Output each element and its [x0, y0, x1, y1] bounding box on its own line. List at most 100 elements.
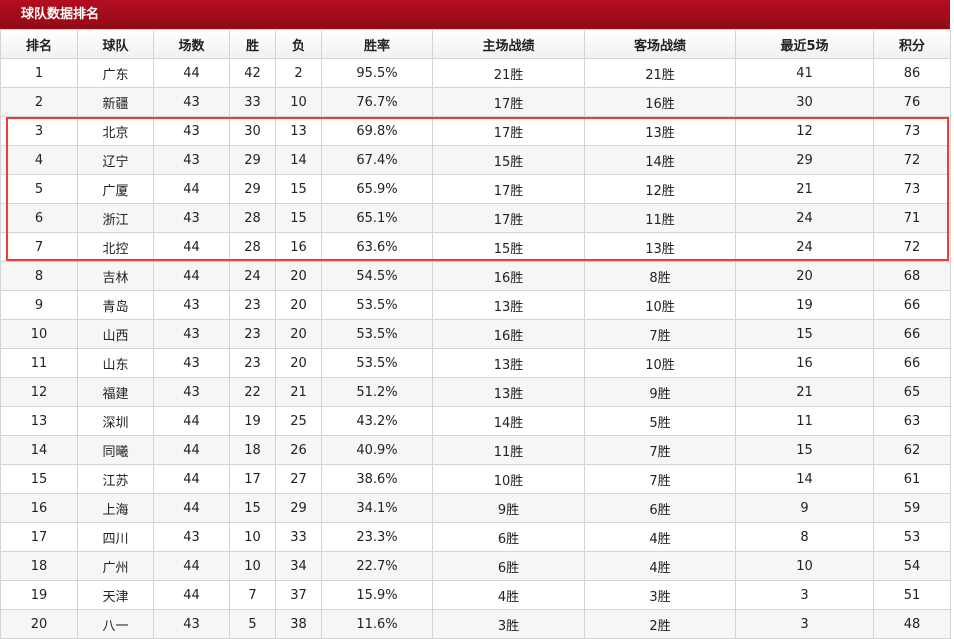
header-win-rate[interactable]: 胜率: [321, 29, 433, 59]
cell-wins: 24: [229, 261, 276, 291]
cell-win-rate: 65.1%: [321, 203, 433, 233]
cell-games: 43: [153, 290, 230, 320]
cell-losses: 15: [275, 174, 322, 204]
cell-team: 青岛: [77, 290, 154, 320]
cell-points: 68: [873, 261, 951, 291]
cell-points: 59: [873, 493, 951, 523]
cell-games: 44: [153, 580, 230, 610]
cell-away-record: 13胜: [584, 116, 736, 146]
cell-win-rate: 53.5%: [321, 290, 433, 320]
cell-losses: 16: [275, 232, 322, 262]
header-home-record[interactable]: 主场战绩: [432, 29, 585, 59]
header-rank[interactable]: 排名: [0, 29, 78, 59]
cell-losses: 25: [275, 406, 322, 436]
header-losses[interactable]: 负: [275, 29, 322, 59]
cell-home-record: 17胜: [432, 116, 585, 146]
cell-home-record: 10胜: [432, 464, 585, 494]
cell-away-record: 12胜: [584, 174, 736, 204]
team-ranking-table: 排名 球队 场数胜负胜率 主场战绩 客场战绩 最近5场 积分 1 广东 44 42 2 95.5% 21…: [0, 29, 951, 639]
cell-rank: 9: [0, 290, 78, 320]
cell-points: 63: [873, 406, 951, 436]
cell-last-5: 21: [735, 174, 874, 204]
cell-team: 福建: [77, 377, 154, 407]
cell-points: 65: [873, 377, 951, 407]
cell-points: 66: [873, 348, 951, 378]
cell-away-record: 21胜: [584, 58, 736, 88]
table-row: 14 同曦 44 18 26 40.9% 11胜 7胜 15 62: [0, 435, 951, 465]
cell-win-rate: 51.2%: [321, 377, 433, 407]
cell-home-record: 13胜: [432, 290, 585, 320]
cell-wins: 28: [229, 232, 276, 262]
cell-win-rate: 65.9%: [321, 174, 433, 204]
cell-rank: 19: [0, 580, 78, 610]
table-row: 16 上海 44 15 29 34.1% 9胜 6胜 9 59: [0, 493, 951, 523]
cell-losses: 20: [275, 348, 322, 378]
table-row: 8 吉林 44 24 20 54.5% 16胜 8胜 20 68: [0, 261, 951, 291]
header-wins[interactable]: 胜: [229, 29, 276, 59]
cell-rank: 17: [0, 522, 78, 552]
cell-wins: 29: [229, 174, 276, 204]
cell-games: 43: [153, 145, 230, 175]
cell-losses: 29: [275, 493, 322, 523]
cell-away-record: 7胜: [584, 464, 736, 494]
cell-points: 71: [873, 203, 951, 233]
cell-away-record: 16胜: [584, 87, 736, 117]
cell-home-record: 11胜: [432, 435, 585, 465]
header-points[interactable]: 积分: [873, 29, 951, 59]
cell-last-5: 15: [735, 435, 874, 465]
cell-away-record: 4胜: [584, 551, 736, 581]
header-team[interactable]: 球队: [77, 29, 154, 59]
cell-losses: 38: [275, 609, 322, 639]
header-last-5[interactable]: 最近5场: [735, 29, 874, 59]
cell-games: 44: [153, 435, 230, 465]
table-row: 9 青岛 43 23 20 53.5% 13胜 10胜 19 66: [0, 290, 951, 320]
cell-away-record: 7胜: [584, 319, 736, 349]
table-header-row: 排名 球队 场数胜负胜率 主场战绩 客场战绩 最近5场 积分: [0, 29, 951, 59]
cell-points: 72: [873, 232, 951, 262]
cell-win-rate: 95.5%: [321, 58, 433, 88]
cell-wins: 42: [229, 58, 276, 88]
cell-away-record: 13胜: [584, 232, 736, 262]
cell-home-record: 6胜: [432, 551, 585, 581]
header-games[interactable]: 场数: [153, 29, 230, 59]
table-row: 17 四川 43 10 33 23.3% 6胜 4胜 8 53: [0, 522, 951, 552]
cell-team: 八一: [77, 609, 154, 639]
cell-home-record: 17胜: [432, 174, 585, 204]
cell-games: 44: [153, 174, 230, 204]
cell-home-record: 14胜: [432, 406, 585, 436]
cell-win-rate: 34.1%: [321, 493, 433, 523]
cell-games: 43: [153, 609, 230, 639]
table-row: 20 八一 43 5 38 11.6% 3胜 2胜 3 48: [0, 609, 951, 639]
cell-losses: 34: [275, 551, 322, 581]
table-row: 5 广厦 44 29 15 65.9% 17胜 12胜 21 73: [0, 174, 951, 204]
cell-wins: 19: [229, 406, 276, 436]
cell-points: 62: [873, 435, 951, 465]
cell-team: 新疆: [77, 87, 154, 117]
cell-away-record: 5胜: [584, 406, 736, 436]
cell-games: 43: [153, 348, 230, 378]
cell-losses: 21: [275, 377, 322, 407]
cell-last-5: 20: [735, 261, 874, 291]
cell-away-record: 10胜: [584, 348, 736, 378]
cell-points: 76: [873, 87, 951, 117]
header-away-record[interactable]: 客场战绩: [584, 29, 736, 59]
cell-rank: 14: [0, 435, 78, 465]
cell-team: 广厦: [77, 174, 154, 204]
cell-team: 广州: [77, 551, 154, 581]
cell-wins: 10: [229, 522, 276, 552]
cell-home-record: 16胜: [432, 261, 585, 291]
panel-title: 球队数据排名: [0, 0, 950, 29]
cell-away-record: 9胜: [584, 377, 736, 407]
table-row: 10 山西 43 23 20 53.5% 16胜 7胜 15 66: [0, 319, 951, 349]
cell-home-record: 13胜: [432, 348, 585, 378]
cell-rank: 7: [0, 232, 78, 262]
cell-games: 44: [153, 406, 230, 436]
table-row: 1 广东 44 42 2 95.5% 21胜 21胜 41 86: [0, 58, 951, 88]
cell-team: 同曦: [77, 435, 154, 465]
table-row: 15 江苏 44 17 27 38.6% 10胜 7胜 14 61: [0, 464, 951, 494]
cell-points: 51: [873, 580, 951, 610]
cell-losses: 20: [275, 261, 322, 291]
cell-rank: 8: [0, 261, 78, 291]
cell-home-record: 4胜: [432, 580, 585, 610]
cell-rank: 10: [0, 319, 78, 349]
